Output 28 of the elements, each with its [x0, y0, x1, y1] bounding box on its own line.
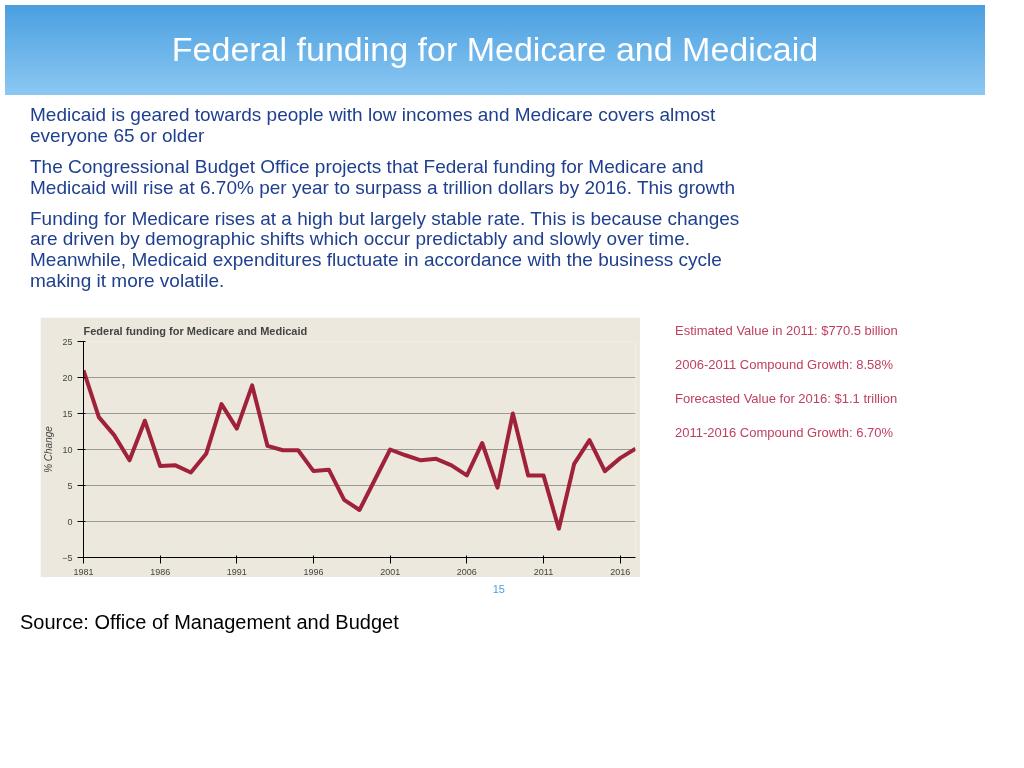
y-tick-label: 5 — [67, 480, 73, 491]
chart-title: Federal funding for Medicare and Medicaid — [83, 324, 308, 337]
text: Estimated Value in 2011: $770.5 billion — [675, 322, 898, 341]
text: The Congressional Budget Office projects that Federal funding for Medicare and Medicaid will rise at 6.70% per year to surpass a trillion dollars by 2016. This growth — [30, 155, 737, 199]
text: Medicaid is geared towards people with low incomes and Medicare covers almost everyone 65 or older — [30, 104, 717, 147]
text: 2011-2016 Compound Growth: 6.70% — [675, 424, 894, 443]
text: Funding for Medicare rises at a high but largely stable rate. This is because changes are driven by demographic shifts which occur predictably and slowly over time. Meanwhile, Medicaid expenditures fluctuate in accordance with the business cycle making it more volatile. — [30, 207, 741, 293]
source-note: Source: Office of Management and Budget — [20, 610, 399, 636]
text: Federal funding for Medicare and Medicaid — [171, 29, 819, 70]
text: 15 — [492, 582, 505, 598]
x-tick-label: 1996 — [303, 566, 324, 577]
y-axis-title: % Change — [43, 425, 55, 473]
text: 2006-2011 Compound Growth: 8.58% — [675, 356, 894, 375]
x-tick-label: 2016 — [610, 566, 631, 577]
x-tick-label: 2001 — [380, 566, 401, 577]
line-series — [83, 368, 636, 531]
y-tick-label: 25 — [62, 336, 73, 347]
y-tick-label: 0 — [67, 516, 73, 527]
text: Forecasted Value for 2016: $1.1 trillion — [675, 390, 898, 409]
y-tick-label: 15 — [62, 408, 73, 419]
x-tick-label: 1986 — [150, 566, 171, 577]
x-tick-label: 2006 — [456, 566, 477, 577]
y-tick-label: −5 — [62, 552, 73, 563]
x-tick-label: 1981 — [73, 566, 94, 577]
x-tick-label: 1991 — [226, 566, 247, 577]
y-tick-label: 20 — [62, 372, 73, 383]
x-tick-label: 2011 — [533, 566, 554, 577]
y-tick-label: 10 — [62, 444, 73, 455]
